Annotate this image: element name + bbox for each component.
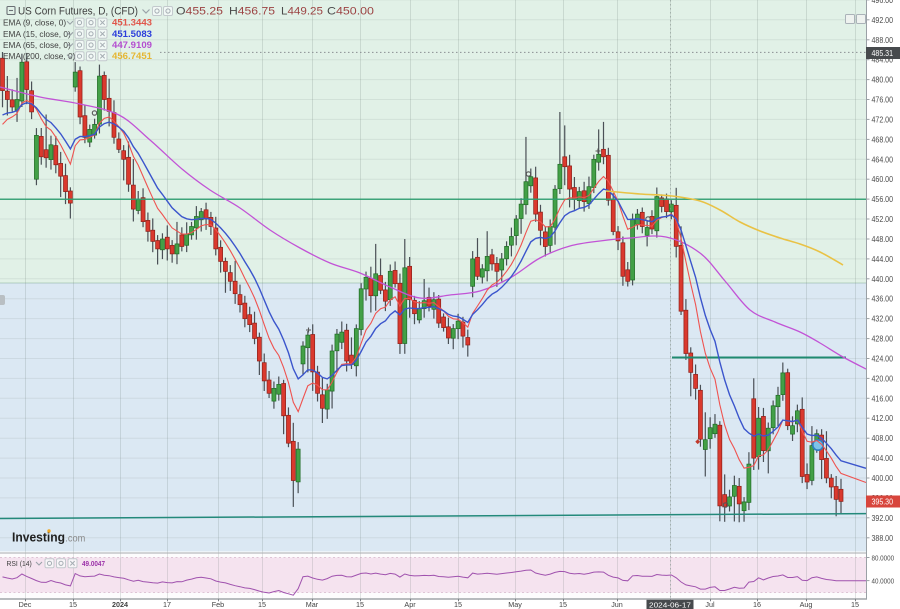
svg-text:451.5083: 451.5083 bbox=[112, 29, 152, 39]
svg-text:464.00: 464.00 bbox=[872, 155, 894, 164]
svg-text:412.00: 412.00 bbox=[872, 414, 894, 423]
svg-text:395.30: 395.30 bbox=[872, 498, 894, 507]
svg-text:492.00: 492.00 bbox=[872, 16, 894, 25]
svg-text:17: 17 bbox=[163, 600, 171, 609]
svg-text:2024-06-17: 2024-06-17 bbox=[649, 600, 691, 609]
svg-text:388.00: 388.00 bbox=[872, 534, 894, 543]
svg-text:440.00: 440.00 bbox=[872, 275, 894, 284]
svg-text:EMA (15, close, 0): EMA (15, close, 0) bbox=[3, 29, 71, 39]
svg-text:15: 15 bbox=[454, 600, 462, 609]
svg-text:496.00: 496.00 bbox=[872, 0, 894, 5]
svg-text:L449.25: L449.25 bbox=[281, 6, 323, 18]
svg-text:15: 15 bbox=[356, 600, 364, 609]
svg-text:C450.00: C450.00 bbox=[327, 6, 374, 18]
svg-text:480.00: 480.00 bbox=[872, 76, 894, 85]
svg-text:400.00: 400.00 bbox=[872, 474, 894, 483]
svg-text:Jun: Jun bbox=[611, 600, 623, 609]
svg-text:485.31: 485.31 bbox=[872, 49, 894, 58]
svg-text:451.3443: 451.3443 bbox=[112, 18, 152, 28]
svg-text:May: May bbox=[508, 600, 522, 609]
svg-text:428.00: 428.00 bbox=[872, 335, 894, 344]
svg-text:2024: 2024 bbox=[112, 600, 128, 609]
svg-text:H456.75: H456.75 bbox=[229, 6, 275, 18]
svg-text:404.00: 404.00 bbox=[872, 454, 894, 463]
svg-text:416.00: 416.00 bbox=[872, 394, 894, 403]
svg-text:Apr: Apr bbox=[404, 600, 416, 609]
svg-text:Investing: Investing bbox=[12, 531, 65, 545]
svg-text:392.00: 392.00 bbox=[872, 514, 894, 523]
svg-text:456.7451: 456.7451 bbox=[112, 51, 152, 61]
svg-text:15: 15 bbox=[851, 600, 859, 609]
svg-text:Mar: Mar bbox=[306, 600, 319, 609]
svg-text:476.00: 476.00 bbox=[872, 96, 894, 105]
svg-text:436.00: 436.00 bbox=[872, 295, 894, 304]
svg-text:40.0000: 40.0000 bbox=[872, 576, 895, 585]
svg-text:15: 15 bbox=[559, 600, 567, 609]
svg-text:452.00: 452.00 bbox=[872, 215, 894, 224]
svg-text:Jul: Jul bbox=[705, 600, 715, 609]
svg-text:O455.25: O455.25 bbox=[176, 6, 223, 18]
svg-text:Feb: Feb bbox=[212, 600, 224, 609]
svg-text:424.00: 424.00 bbox=[872, 355, 894, 364]
svg-text:420.00: 420.00 bbox=[872, 374, 894, 383]
svg-text:Aug: Aug bbox=[800, 600, 813, 609]
svg-text:444.00: 444.00 bbox=[872, 255, 894, 264]
svg-text:15: 15 bbox=[69, 600, 77, 609]
svg-text:15: 15 bbox=[258, 600, 266, 609]
svg-text:80.0000: 80.0000 bbox=[872, 553, 895, 562]
svg-text:432.00: 432.00 bbox=[872, 315, 894, 324]
svg-text:EMA (9, close, 0): EMA (9, close, 0) bbox=[3, 18, 66, 28]
svg-text:447.9109: 447.9109 bbox=[112, 40, 152, 50]
svg-text:US Corn Futures, D, (CFD): US Corn Futures, D, (CFD) bbox=[18, 6, 138, 18]
svg-text:EMA (65, close, 0): EMA (65, close, 0) bbox=[3, 40, 71, 50]
svg-text:468.00: 468.00 bbox=[872, 135, 894, 144]
svg-text:49.0047: 49.0047 bbox=[82, 559, 105, 568]
svg-text:448.00: 448.00 bbox=[872, 235, 894, 244]
svg-text:460.00: 460.00 bbox=[872, 175, 894, 184]
svg-text:.com: .com bbox=[65, 533, 85, 545]
svg-text:488.00: 488.00 bbox=[872, 36, 894, 45]
svg-text:456.00: 456.00 bbox=[872, 195, 894, 204]
svg-text:Dec: Dec bbox=[19, 600, 32, 609]
svg-text:RSI (14): RSI (14) bbox=[7, 559, 33, 568]
svg-text:484.00: 484.00 bbox=[872, 56, 894, 65]
svg-text:472.00: 472.00 bbox=[872, 115, 894, 124]
svg-text:16: 16 bbox=[753, 600, 761, 609]
svg-text:408.00: 408.00 bbox=[872, 434, 894, 443]
svg-text:EMA (200, close, 0): EMA (200, close, 0) bbox=[3, 51, 76, 61]
